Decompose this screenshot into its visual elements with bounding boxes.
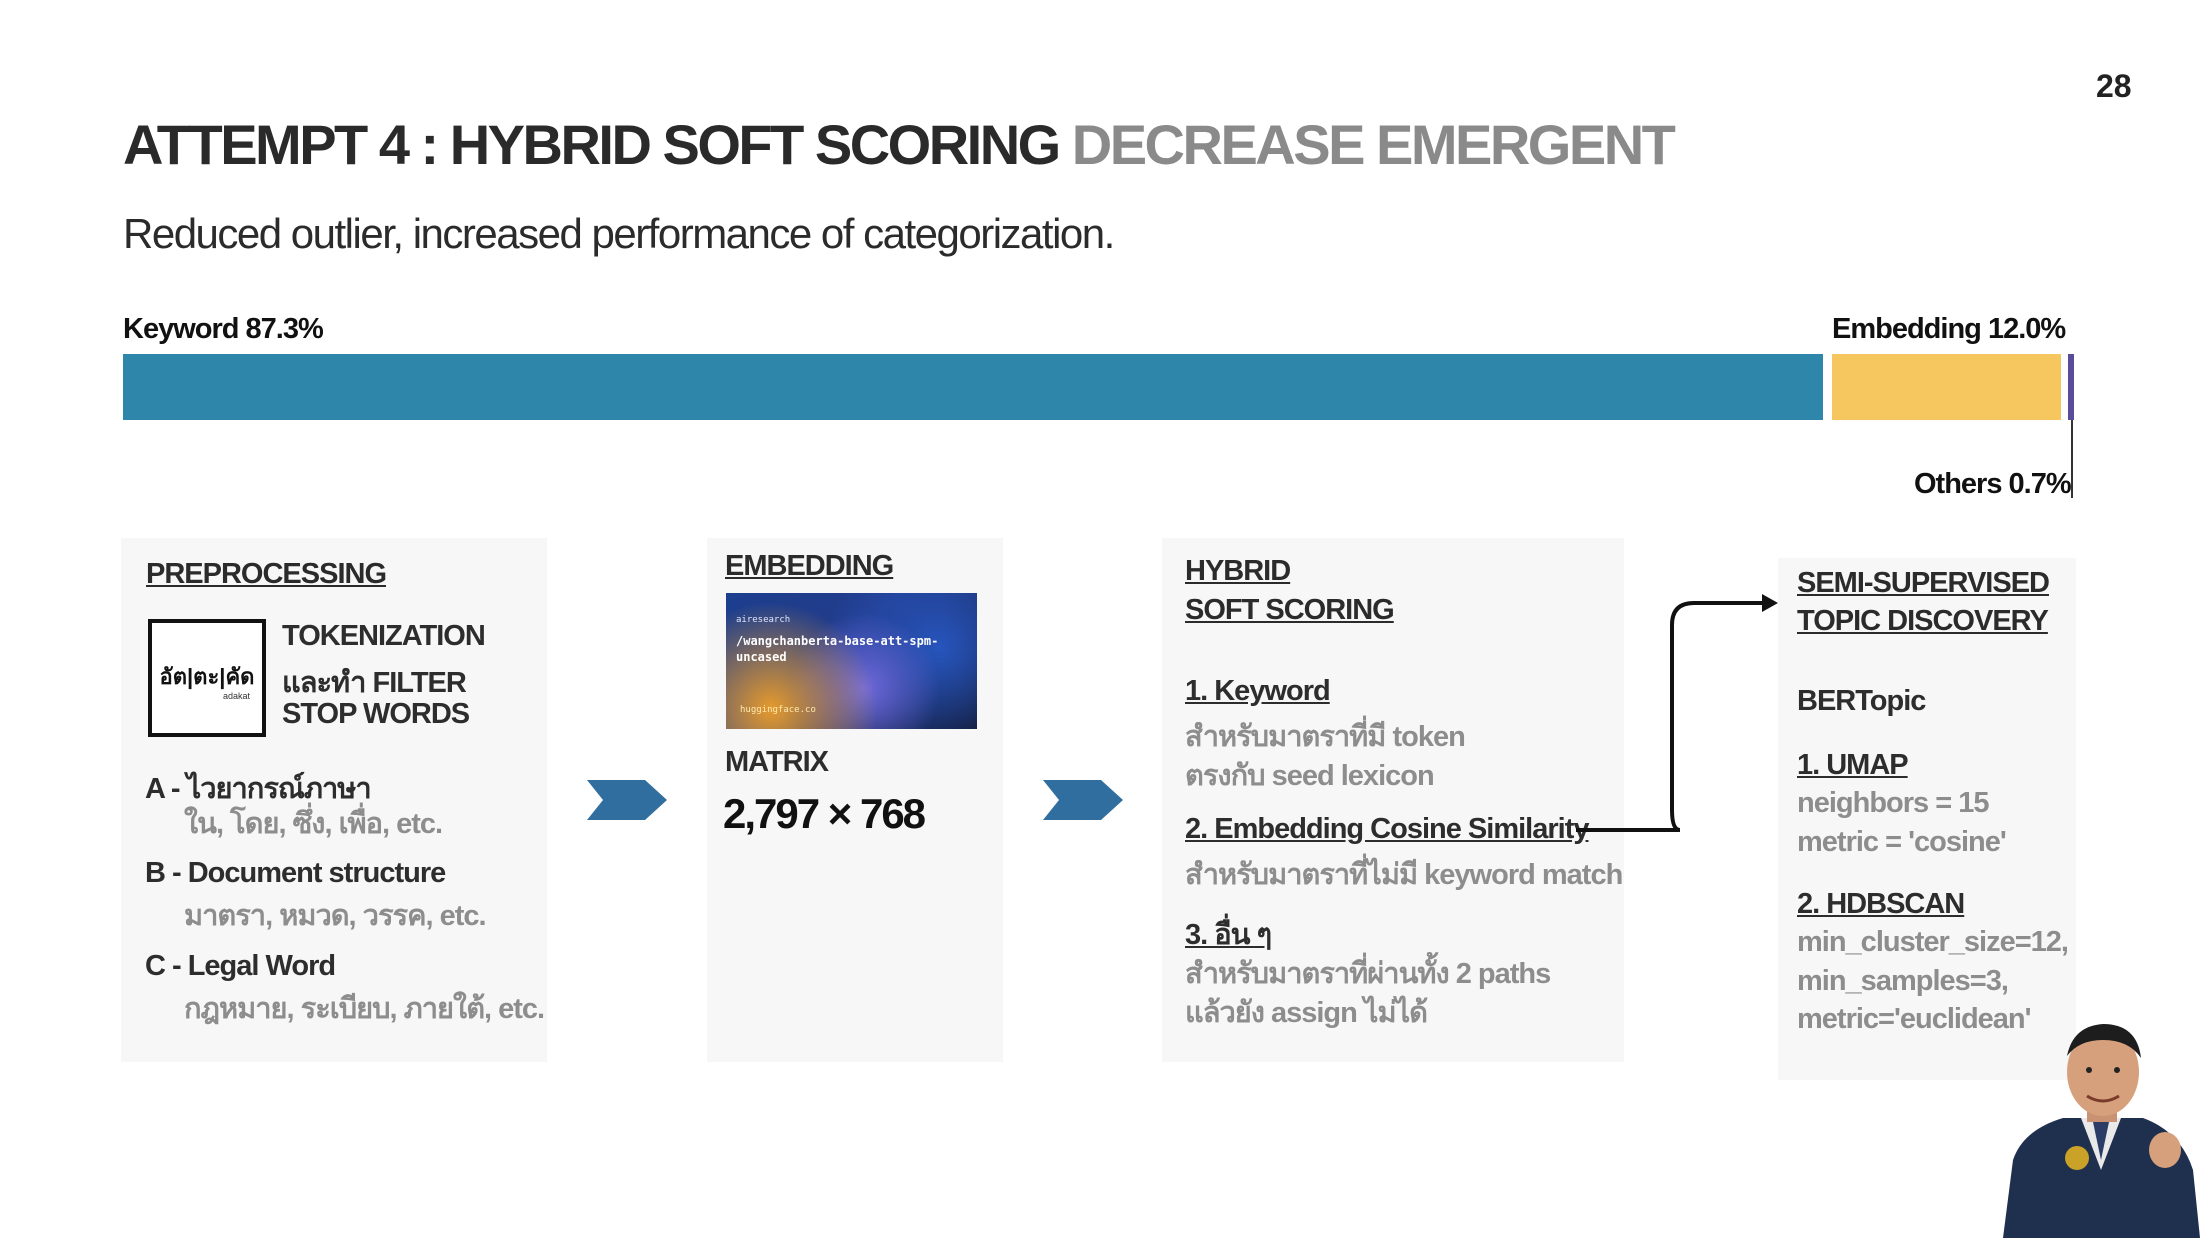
page-number: 28 (2096, 68, 2132, 104)
model-site: huggingface.co (740, 705, 816, 715)
hybrid-embedding-title: 2. Embedding Cosine Similarity (1185, 813, 1589, 845)
model-card-thumbnail: airesearch /wangchanberta-base-att-spm-u… (726, 593, 977, 729)
hybrid-other-line-1: สำหรับมาตราที่ผ่านทั้ง 2 paths (1185, 958, 1551, 990)
umap-param-1: neighbors = 15 (1797, 787, 1989, 819)
logo-subtext: adakat (222, 691, 250, 701)
hdbscan-param-2: min_samples=3, (1797, 965, 2009, 997)
matrix-dimensions: 2,797 × 768 (723, 790, 926, 837)
model-repo: /wangchanberta-base-att-spm-uncased (736, 634, 939, 664)
slide-subtitle: Reduced outlier, increased performance o… (123, 210, 1115, 257)
semi-heading-line-1: SEMI-SUPERVISED (1797, 567, 2050, 599)
others-share-bar (2068, 354, 2074, 420)
model-org: airesearch (736, 615, 791, 625)
chevron-right-icon (1043, 780, 1123, 820)
keyword-share-bar (123, 354, 1823, 420)
hdbscan-param-3: metric='euclidean' (1797, 1003, 2032, 1035)
hybrid-embedding-line-1: สำหรับมาตราที่ไม่มี keyword match (1185, 859, 1623, 891)
hybrid-other-title: 3. อื่น ๆ (1185, 919, 1272, 951)
stopword-group-c: C - Legal Word (145, 950, 336, 982)
tokenization-line-1: TOKENIZATION (282, 620, 486, 652)
hybrid-keyword-line-1: สำหรับมาตราที่มี token (1185, 721, 1466, 753)
hdbscan-param-1: min_cluster_size=12, (1797, 926, 2069, 958)
tokenization-line-2: และทำ FILTER (282, 667, 467, 699)
hybrid-keyword-line-2: ตรงกับ seed lexicon (1185, 760, 1435, 792)
title-muted: DECREASE EMERGENT (1071, 113, 1676, 176)
hybrid-heading-line-1: HYBRID (1185, 555, 1291, 587)
embedding-share-bar (1832, 354, 2061, 420)
hdbscan-title: 2. HDBSCAN (1797, 888, 1965, 920)
hybrid-heading-line-2: SOFT SCORING (1185, 594, 1395, 626)
chevron-right-icon (587, 780, 667, 820)
matrix-label: MATRIX (725, 746, 829, 778)
bertopic-label: BERTopic (1797, 685, 1926, 717)
stopword-group-b: B - Document structure (145, 857, 446, 889)
curved-arrow-icon (1576, 594, 1778, 832)
slide-title: ATTEMPT 4 : HYBRID SOFT SCORING DECREASE… (123, 112, 1676, 177)
hybrid-scoring-panel (1162, 538, 1624, 1062)
stopword-group-a-examples: ใน, โดย, ซึ่ง, เพื่อ, etc. (184, 808, 443, 840)
hybrid-other-line-2: แล้วยัง assign ไม่ได้ (1185, 997, 1428, 1029)
semi-heading-line-2: TOPIC DISCOVERY (1797, 605, 2049, 637)
title-main: ATTEMPT 4 : HYBRID SOFT SCORING (123, 113, 1061, 176)
stopword-group-a: A - ไวยากรณ์ภาษา (145, 773, 372, 805)
keyword-share-label: Keyword 87.3% (123, 313, 324, 345)
stopword-group-c-examples: กฎหมาย, ระเบียบ, ภายใต้, etc. (184, 993, 545, 1025)
others-leader-line (2071, 420, 2073, 498)
presenter-photo (2003, 1024, 2200, 1238)
hybrid-keyword-title: 1. Keyword (1185, 675, 1331, 707)
tokenization-line-3: STOP WORDS (282, 698, 470, 730)
umap-title: 1. UMAP (1797, 749, 1909, 781)
topic-discovery-panel (1778, 558, 2076, 1080)
preprocessing-heading: PREPROCESSING (146, 558, 387, 590)
embedding-heading: EMBEDDING (725, 550, 894, 582)
attakat-logo: อัต|ตะ|คัด adakat (148, 619, 266, 737)
embedding-share-label: Embedding 12.0% (1832, 313, 2066, 345)
others-share-label: Others 0.7% (1914, 468, 2072, 500)
umap-param-2: metric = 'cosine' (1797, 826, 2007, 858)
stopword-group-b-examples: มาตรา, หมวด, วรรค, etc. (184, 900, 487, 932)
logo-text: อัต|ตะ|คัด (159, 664, 255, 689)
